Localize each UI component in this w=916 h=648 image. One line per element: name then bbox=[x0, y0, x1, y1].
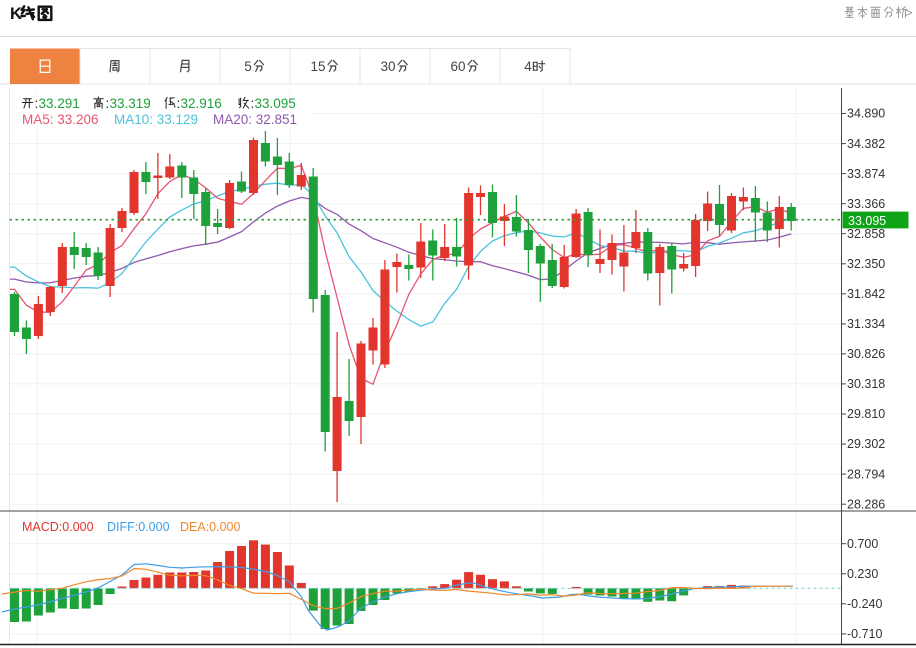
svg-text:33.095: 33.095 bbox=[255, 96, 296, 111]
svg-text:MA10: 33.129: MA10: 33.129 bbox=[114, 112, 198, 127]
svg-text:DIFF:0.000: DIFF:0.000 bbox=[107, 520, 170, 534]
svg-text:31.334: 31.334 bbox=[847, 317, 885, 331]
svg-text:33.291: 33.291 bbox=[39, 96, 80, 111]
svg-text:-0.710: -0.710 bbox=[847, 627, 882, 641]
svg-text:33.319: 33.319 bbox=[110, 96, 151, 111]
svg-text:33.095: 33.095 bbox=[848, 214, 886, 228]
svg-text:0: 0 bbox=[458, 59, 466, 74]
svg-text:32.858: 32.858 bbox=[847, 227, 885, 241]
svg-text:6: 6 bbox=[451, 59, 459, 74]
svg-text:34.382: 34.382 bbox=[847, 137, 885, 151]
svg-text:32.350: 32.350 bbox=[847, 257, 885, 271]
svg-text:0: 0 bbox=[388, 59, 396, 74]
svg-text:32.916: 32.916 bbox=[181, 96, 222, 111]
svg-text:0.230: 0.230 bbox=[847, 567, 878, 581]
svg-text:MACD:0.000: MACD:0.000 bbox=[22, 520, 94, 534]
svg-text:5: 5 bbox=[244, 59, 252, 74]
svg-text:MA5: 33.206: MA5: 33.206 bbox=[22, 112, 99, 127]
svg-text:>: > bbox=[905, 5, 913, 20]
svg-text:28.794: 28.794 bbox=[847, 467, 885, 481]
svg-text:4: 4 bbox=[524, 59, 532, 74]
svg-text::: : bbox=[251, 96, 255, 111]
svg-text:3: 3 bbox=[381, 59, 389, 74]
svg-text:33.366: 33.366 bbox=[847, 197, 885, 211]
svg-text:29.810: 29.810 bbox=[847, 407, 885, 421]
svg-text:DEA:0.000: DEA:0.000 bbox=[180, 520, 241, 534]
svg-text:-0.240: -0.240 bbox=[847, 597, 882, 611]
svg-text:30.826: 30.826 bbox=[847, 347, 885, 361]
svg-text:1: 1 bbox=[311, 59, 319, 74]
svg-text::: : bbox=[106, 96, 110, 111]
svg-text:0.700: 0.700 bbox=[847, 537, 878, 551]
svg-text:29.302: 29.302 bbox=[847, 437, 885, 451]
svg-text:MA20: 32.851: MA20: 32.851 bbox=[213, 112, 297, 127]
svg-text:5: 5 bbox=[318, 59, 326, 74]
svg-text::: : bbox=[177, 96, 181, 111]
svg-text:31.842: 31.842 bbox=[847, 287, 885, 301]
svg-text::: : bbox=[35, 96, 39, 111]
svg-text:34.890: 34.890 bbox=[847, 107, 885, 121]
svg-text:30.318: 30.318 bbox=[847, 377, 885, 391]
svg-text:K: K bbox=[10, 5, 22, 23]
svg-text:28.286: 28.286 bbox=[847, 497, 885, 511]
svg-text:33.874: 33.874 bbox=[847, 167, 885, 181]
